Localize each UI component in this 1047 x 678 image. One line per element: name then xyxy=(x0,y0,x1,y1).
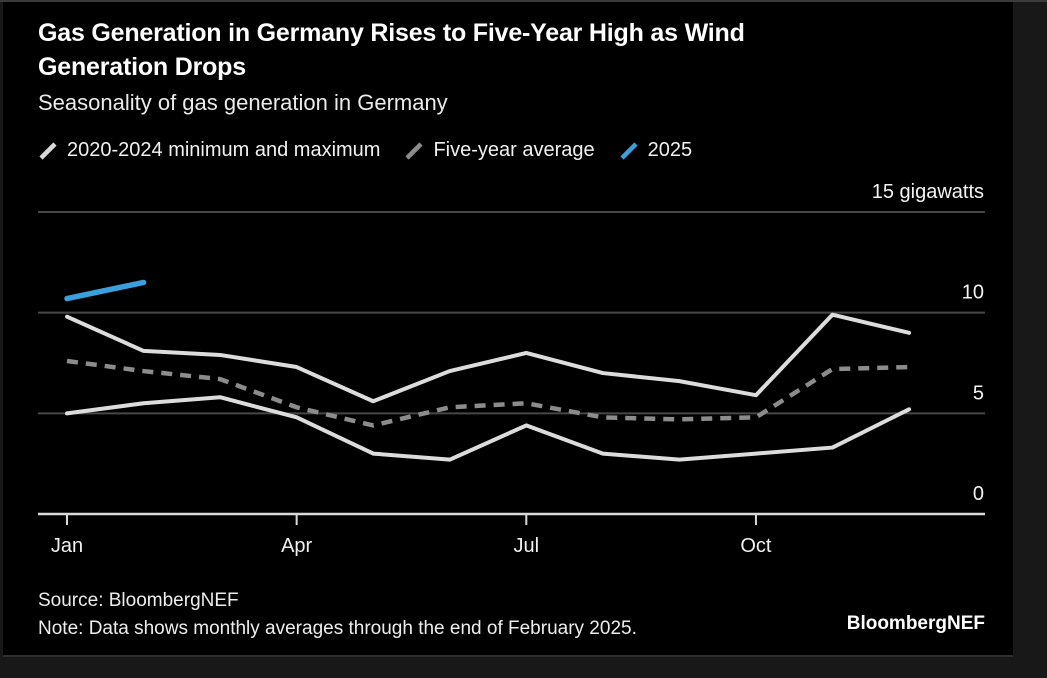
x-tick-label: Jan xyxy=(51,535,83,557)
legend-label: 2020-2024 minimum and maximum xyxy=(67,139,381,161)
line-swatch-icon xyxy=(39,141,57,160)
legend-label: 2025 xyxy=(647,139,693,161)
y-tick-label: 10 xyxy=(962,282,984,304)
bloombergnef-logo: BloombergNEF xyxy=(846,613,985,634)
x-tick-label: Oct xyxy=(740,535,772,557)
chart-title: Gas Generation in Germany Rises to Five-… xyxy=(38,19,745,81)
line-swatch-icon xyxy=(620,141,638,160)
series-line-2020-2024-minimum xyxy=(65,395,912,462)
y-tick-label: 0 xyxy=(973,483,984,505)
chart-legend: 2020-2024 minimum and maximum Five-year … xyxy=(38,139,692,162)
legend-item-2025: 2025 xyxy=(619,139,693,162)
x-tick-label: Apr xyxy=(281,535,312,557)
line-swatch-icon xyxy=(405,141,424,160)
window-top-edge xyxy=(0,0,1047,2)
x-tick-label: Jul xyxy=(514,535,540,557)
y-tick-label: 15 gigawatts xyxy=(872,181,984,203)
series-line-2020-2024-maximum xyxy=(65,312,912,404)
series-line-2025 xyxy=(64,279,147,302)
legend-item-average: Five-year average xyxy=(404,139,595,162)
series-line-five-year-average xyxy=(66,358,910,428)
note-line: Note: Data shows monthly averages throug… xyxy=(38,618,637,639)
legend-item-minmax: 2020-2024 minimum and maximum xyxy=(38,139,380,162)
y-tick-label: 5 xyxy=(973,382,984,404)
chart-subtitle: Seasonality of gas generation in Germany xyxy=(38,90,448,115)
chart-card xyxy=(3,2,1013,657)
legend-label: Five-year average xyxy=(433,139,595,161)
source-line: Source: BloombergNEF xyxy=(38,590,239,611)
